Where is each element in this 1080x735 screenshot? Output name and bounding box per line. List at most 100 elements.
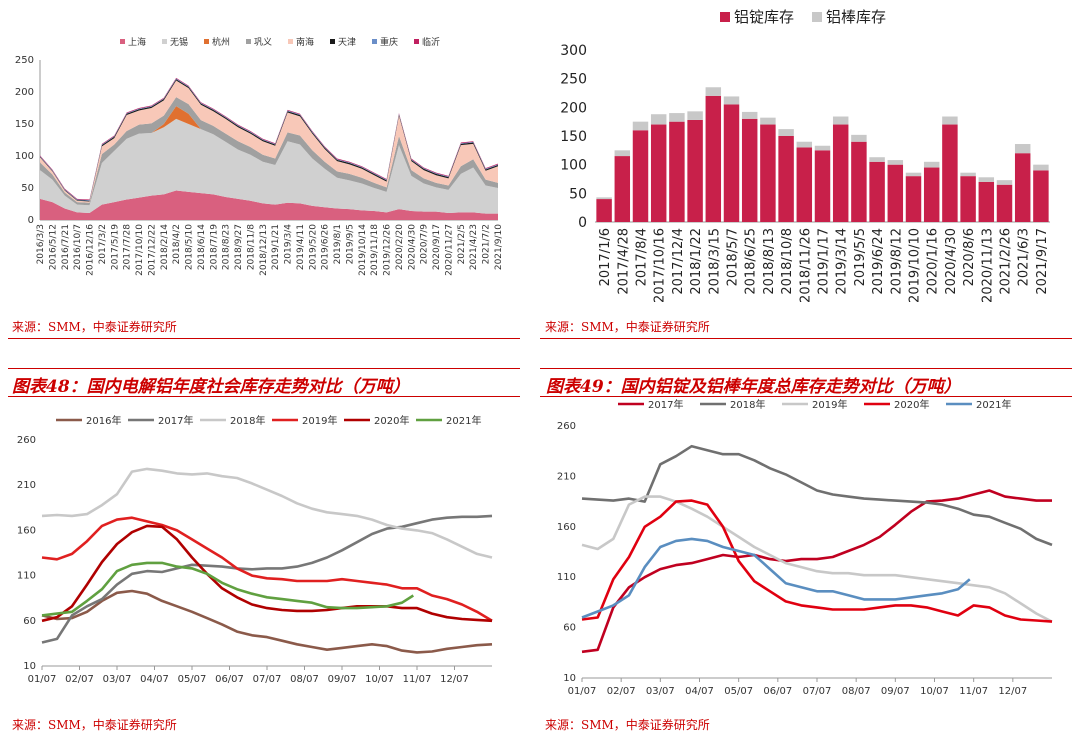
x-tick-label: 2016/7/21 [61, 224, 71, 270]
bar-铝棒库存 [851, 134, 867, 142]
legend-label: 重庆 [380, 36, 398, 48]
x-tick-label: 2018/4/2 [172, 224, 182, 264]
legend-label: 杭州 [212, 36, 230, 48]
bar-铝棒库存 [705, 87, 722, 96]
bar-铝锭库存 [960, 176, 976, 222]
legend-swatch [372, 39, 377, 44]
y-tick-label: 50 [569, 186, 587, 202]
x-tick-label: 12/07 [440, 674, 469, 685]
x-tick-label: 2020/11/27 [444, 224, 454, 276]
x-tick-label: 2018/11/26 [798, 228, 813, 303]
x-tick-label: 04/07 [140, 674, 169, 685]
x-tick-label: 2019/6/26 [321, 224, 331, 270]
x-tick-label: 2016/12/16 [86, 224, 96, 276]
legend-label: 2021年 [446, 414, 481, 427]
x-tick-label: 2018/10/8 [780, 228, 795, 295]
y-tick-label: 0 [578, 215, 587, 231]
area-series-南海 [40, 80, 498, 203]
x-tick-label: 07/07 [803, 686, 832, 697]
bar-铝锭库存 [978, 181, 995, 222]
x-tick-label: 01/07 [28, 674, 57, 685]
x-tick-label: 2021/6/3 [1017, 228, 1032, 286]
bar-铝棒库存 [832, 116, 849, 125]
x-tick-label: 2017/4/28 [616, 228, 631, 295]
line-series-2018年 [581, 444, 1053, 547]
title-bottom-rule-br [540, 396, 1072, 397]
x-tick-label: 03/07 [646, 686, 675, 697]
x-tick-label: 2019/3/14 [835, 228, 850, 295]
x-tick-label: 2020/8/6 [962, 228, 977, 286]
x-tick-label: 08/07 [842, 686, 871, 697]
x-tick-label: 2019/6/24 [871, 228, 886, 295]
x-tick-label: 04/07 [685, 686, 714, 697]
x-tick-label: 2016/10/7 [73, 224, 83, 270]
bar-铝棒库存 [669, 113, 685, 122]
x-tick-label: 2017/12/4 [671, 228, 686, 295]
yearly-social-inventory-line-chart: 10 60 110 160 210 260 01/07 02/07 03/07 04/07 05/0… [17, 414, 493, 685]
x-tick-label: 05/07 [724, 686, 753, 697]
legend-label: 上海 [128, 36, 146, 48]
x-tick-label: 2019/4/11 [296, 224, 306, 270]
bar-铝锭库存 [669, 121, 685, 222]
line-series-2020年 [41, 524, 493, 623]
x-tick-label: 2018/5/10 [185, 224, 195, 270]
bar-铝锭库存 [596, 199, 612, 222]
line-series-2019年 [581, 495, 1053, 623]
legend-label: 2021年 [976, 398, 1011, 411]
x-tick-label: 2018/5/7 [726, 228, 741, 286]
bar-铝锭库存 [905, 176, 922, 222]
line-series-2018年 [41, 467, 493, 559]
x-tick-label: 2019/10/14 [358, 224, 368, 276]
x-tick-label: 06/07 [763, 686, 792, 697]
bar-铝棒库存 [760, 117, 776, 125]
legend-label: 南海 [296, 36, 314, 48]
y-tick-label: 210 [557, 471, 576, 482]
x-tick-label: 02/07 [607, 686, 636, 697]
legend-label: 2019年 [302, 414, 337, 427]
bar-铝棒库存 [923, 161, 940, 168]
x-tick-label: 2021/2/5 [457, 224, 467, 264]
y-tick-label: 260 [17, 435, 36, 446]
bar-铝棒库存 [1033, 164, 1049, 171]
legend-swatch [162, 39, 167, 44]
source-note-tl: 来源：SMM，中泰证券研究所 [12, 320, 177, 334]
legend-swatch [204, 39, 209, 44]
legend-swatch [246, 39, 251, 44]
x-tick-label: 07/07 [253, 674, 282, 685]
x-tick-label: 2019/5/20 [308, 224, 318, 270]
area-series-杭州 [40, 106, 498, 206]
legend-swatch [720, 12, 730, 22]
x-tick-label: 2017/10/10 [135, 224, 145, 276]
legend-label: 天津 [338, 37, 356, 48]
x-tick-label: 2019/5/5 [853, 228, 868, 286]
x-tick-label: 2020/4/30 [944, 228, 959, 295]
x-tick-label: 2018/1/22 [689, 228, 704, 295]
x-tick-label: 01/07 [568, 686, 597, 697]
divider-tl [8, 338, 520, 339]
bar-铝棒库存 [687, 111, 703, 120]
legend-label: 2017年 [158, 414, 193, 427]
bar-铝锭库存 [923, 167, 940, 222]
line-series-2020年 [581, 499, 1053, 623]
y-tick-label: 50 [21, 183, 34, 194]
title-bottom-rule-bl [8, 396, 520, 397]
x-tick-label: 2019/12/26 [383, 224, 393, 276]
y-tick-label: 150 [560, 129, 587, 145]
line-series-2019年 [41, 516, 493, 622]
bar-铝棒库存 [887, 160, 904, 165]
line-series-2017年 [581, 489, 1052, 654]
x-tick-label: 2019/8/12 [889, 228, 904, 295]
x-tick-label: 03/07 [103, 674, 132, 685]
title-top-rule-br [540, 368, 1072, 369]
y-tick-label: 160 [17, 525, 36, 536]
legend-swatch [288, 39, 293, 44]
x-tick-label: 2016/3/3 [36, 224, 46, 264]
legend-label: 2020年 [894, 398, 929, 411]
legend-label: 临沂 [422, 36, 440, 48]
y-tick-label: 160 [557, 522, 576, 533]
area-series-无锡 [40, 118, 498, 214]
y-tick-label: 210 [17, 480, 36, 491]
y-tick-label: 150 [15, 119, 34, 130]
y-tick-label: 300 [560, 43, 587, 59]
bar-铝锭库存 [814, 150, 831, 222]
